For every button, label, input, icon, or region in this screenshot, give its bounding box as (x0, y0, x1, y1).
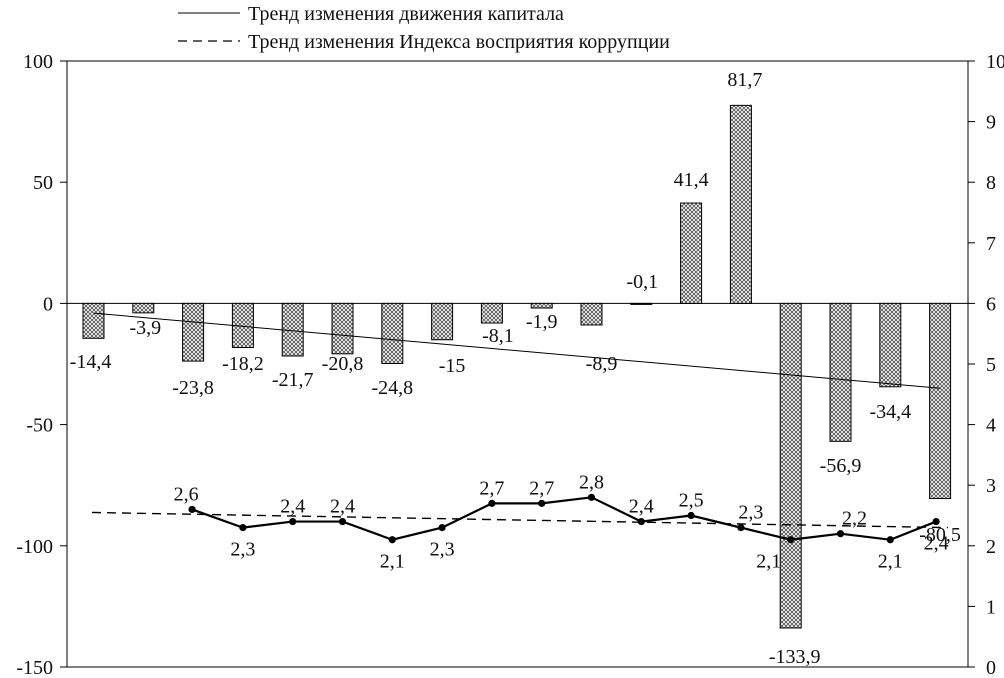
bar (480, 302, 503, 324)
bar-data-label: -20,8 (322, 353, 364, 375)
bar (381, 302, 404, 365)
y-tick-label: 0 (43, 293, 53, 315)
cpi-data-label: 2,7 (479, 477, 504, 499)
cpi-point (587, 493, 596, 501)
bar-data-label: -14,4 (70, 351, 112, 373)
y2-tick-label: 7 (986, 233, 996, 255)
cpi-data-label: 2,1 (380, 551, 405, 573)
cpi-data-label: 2,6 (174, 483, 199, 505)
y-tick-label: -100 (16, 536, 53, 558)
cpi-point (737, 524, 745, 532)
cpi-point (488, 499, 496, 507)
cpi-data-label: 2,3 (430, 539, 455, 561)
y2-tick-label: 2 (986, 536, 996, 558)
cpi-data-label: 2,5 (679, 490, 704, 512)
y-tick-label: -150 (16, 657, 53, 678)
y-tick-label: 50 (33, 172, 53, 194)
cpi-line (191, 496, 937, 541)
cpi-data-label: 2,1 (878, 551, 903, 573)
bar-data-label: -24,8 (371, 377, 413, 399)
cpi-data-label: 2,4 (330, 496, 355, 518)
bar-data-label: -133,9 (769, 646, 821, 668)
y-tick-label: 100 (23, 51, 53, 73)
cpi-trend-line (91, 511, 949, 529)
cpi-data-label: 2,3 (230, 539, 255, 561)
cpi-point (239, 524, 247, 532)
y2-tick-label: 8 (986, 172, 996, 194)
bar-data-label: 81,7 (727, 69, 762, 91)
bar-data-label: -8,1 (482, 325, 514, 347)
y2-tick-label: 4 (986, 415, 996, 437)
bar-data-label: -18,2 (222, 353, 264, 375)
legend-label-capital-trend: Тренд изменения движения капитала (248, 3, 564, 25)
y-tick-label: -50 (26, 415, 53, 437)
cpi-point (438, 524, 446, 532)
cpi-point (388, 536, 396, 544)
bar-data-label: -80,5 (919, 524, 961, 546)
cpi-point (836, 530, 845, 538)
bar (530, 302, 553, 309)
cpi-data-label: 2,8 (579, 471, 604, 493)
bar (729, 104, 752, 304)
bar-data-label: -21,7 (272, 369, 314, 391)
bar-data-label: -0,1 (626, 271, 658, 293)
bar-data-label: -15 (439, 355, 466, 377)
cpi-data-label: 2,4 (280, 496, 305, 518)
bar-data-label: 41,4 (674, 169, 709, 191)
y2-tick-label: 5 (986, 354, 996, 376)
bar (680, 202, 703, 304)
y2-tick-label: 1 (986, 596, 996, 618)
bar (779, 302, 802, 629)
cpi-point (637, 517, 645, 526)
bar (182, 302, 205, 362)
cpi-data-label: 2,4 (629, 496, 654, 518)
bar (630, 302, 653, 305)
bar (879, 302, 902, 388)
bar-data-label: -1,9 (526, 311, 558, 333)
bar (929, 302, 952, 500)
bar (331, 302, 354, 355)
cpi-point (886, 536, 894, 544)
legend-label-cpi-trend: Тренд изменения Индекса восприятия корру… (248, 31, 670, 53)
legend: Тренд изменения движения капитала Тренд … (178, 3, 670, 53)
cpi-point (687, 511, 695, 520)
cpi-point (188, 505, 196, 514)
bar (132, 302, 155, 314)
cpi-point (289, 517, 297, 526)
cpi-data-label: 2,7 (529, 477, 554, 499)
y2-tick-label: 10 (986, 51, 1004, 73)
bar-data-label: -34,4 (869, 401, 911, 423)
capital-trend-line (93, 312, 941, 389)
bar-data-label: -8,9 (586, 353, 618, 375)
cpi-data-label: 2,1 (756, 551, 781, 573)
cpi-data-label: 2,3 (738, 502, 763, 524)
bar (829, 302, 852, 442)
cpi-point (787, 536, 795, 544)
cpi-point (338, 517, 347, 526)
bar-data-label: -23,8 (172, 377, 214, 399)
y2-tick-label: 9 (986, 112, 996, 134)
bar (82, 302, 105, 339)
bar-data-label: -56,9 (820, 455, 862, 477)
cpi-point (932, 517, 940, 526)
bar-data-label: -3,9 (129, 317, 161, 339)
bar (431, 302, 454, 341)
y2-tick-label: 0 (986, 657, 996, 678)
bar (580, 302, 603, 326)
cpi-data-label: 2,4 (924, 533, 949, 555)
cpi-data-label: 2,2 (842, 508, 867, 530)
y2-tick-label: 3 (986, 475, 996, 497)
cpi-point (538, 499, 546, 507)
y2-tick-label: 6 (986, 293, 996, 315)
